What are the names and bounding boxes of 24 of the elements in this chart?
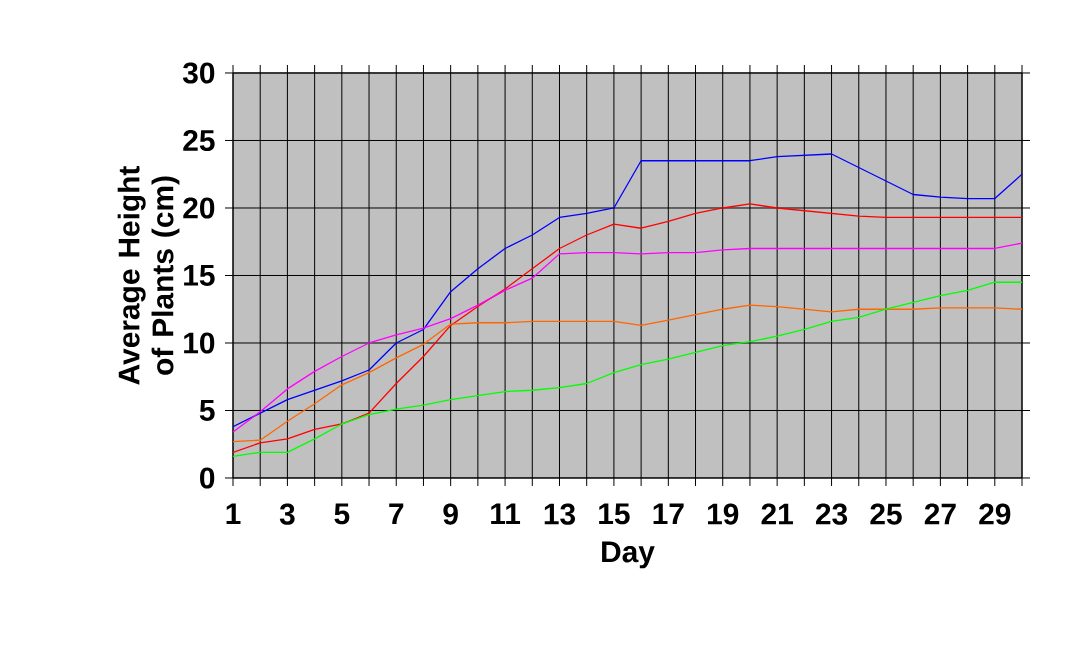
x-tick-label: 5	[334, 503, 350, 525]
x-tick-label: 19	[707, 503, 739, 525]
x-tick-label: 27	[924, 503, 956, 525]
x-tick-label: 25	[870, 503, 902, 525]
x-tick-label: 15	[599, 503, 630, 525]
x-tick-label: 29	[979, 503, 1011, 525]
x-tick-label: 21	[761, 503, 793, 525]
y-axis-title: Average Height of Plants (cm)	[117, 165, 180, 385]
x-tick-label: 1	[226, 503, 241, 525]
y-tick-label: 20	[183, 197, 215, 219]
x-tick-label: 23	[815, 503, 848, 525]
y-tick-label: 25	[183, 129, 215, 152]
x-tick-label: 17	[653, 503, 684, 525]
x-tick-label: 7	[389, 503, 404, 525]
x-tick-label: 9	[443, 503, 458, 525]
x-axis-title: Day	[602, 541, 655, 569]
y-tick-label: 0	[200, 467, 215, 489]
x-tick-label: 3	[279, 503, 295, 525]
y-tick-label: 10	[184, 332, 215, 354]
x-tick-label: 13	[544, 503, 576, 525]
x-tick-label: 11	[491, 503, 521, 525]
y-tick-label: 30	[182, 62, 215, 84]
y-tick-label: 5	[199, 400, 215, 421]
y-tick-label: 15	[184, 265, 215, 286]
